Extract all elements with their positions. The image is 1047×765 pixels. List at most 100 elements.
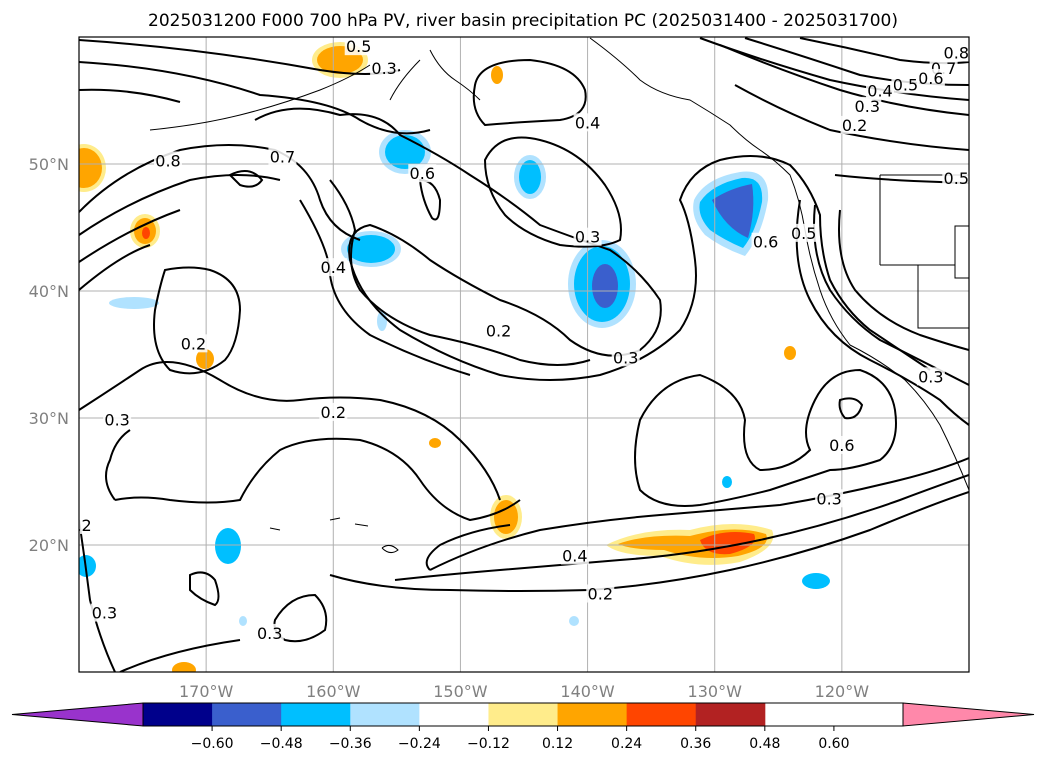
negative-blob-176w-39n: [109, 297, 159, 309]
y-tick-label: 20°N: [29, 536, 69, 555]
colorbar-tick-label: −0.36: [329, 736, 372, 752]
positive-blob-152w: [429, 438, 441, 448]
positive-blob-123w: [784, 346, 796, 360]
pv-contours: [79, 37, 969, 672]
contour-label: 0.5: [346, 37, 371, 56]
contour-label: 0.3: [104, 411, 129, 430]
positive-blob-170w-35n: [196, 349, 214, 369]
contour-label: 0.2: [842, 116, 867, 135]
colorbar-segment: [212, 703, 282, 726]
contour-label: 0.6: [829, 436, 854, 455]
colorbar-segment: [281, 703, 351, 726]
contour-label: 0.6: [410, 164, 435, 183]
contour-label-bg: [916, 367, 945, 386]
colorbar-tick-label: 0.24: [611, 736, 642, 752]
colorbar-segment: [350, 703, 420, 726]
contour-label-bg: [255, 623, 284, 642]
contour-label: 0.3: [92, 604, 117, 623]
negative-blob-167w-14n: [239, 616, 247, 626]
contour-label: 0.5: [944, 169, 969, 188]
contour-label-bg: [370, 58, 399, 77]
colorbar-tick-label: −0.60: [191, 736, 234, 752]
x-tick-label: 160°W: [306, 682, 361, 701]
chart-title: 2025031200 F000 700 hPa PV, river basin …: [148, 11, 898, 31]
contour-label-bg: [573, 227, 602, 246]
contour-label-bg: [840, 115, 869, 134]
contour-label-bg: [942, 169, 969, 188]
contour-label: 0.4: [575, 113, 600, 132]
contour-label-bg: [90, 603, 119, 622]
colorbar-frame: [142, 702, 904, 727]
x-tick-label: 170°W: [179, 682, 234, 701]
contour-label-bg: [827, 435, 856, 454]
contour-label-bg: [815, 489, 844, 508]
negative-blob-141w-49n: [514, 155, 546, 199]
colorbar-segment: [626, 703, 697, 726]
colorbar-tick-label: −0.12: [467, 736, 510, 752]
contour-label-bg: [611, 348, 640, 367]
contour-label: 0.5: [893, 75, 918, 94]
colorbar-segment: [143, 703, 213, 726]
colorbar-extend-low: [11, 702, 144, 727]
positive-blob-168w: [130, 214, 160, 248]
contour-label-bg: [154, 151, 182, 170]
contour-label: 0.3: [855, 97, 880, 116]
x-tick-labels: 170°W 160°W 150°W 140°W 130°W 120°W: [179, 682, 869, 701]
precip-shading: [79, 42, 830, 672]
contour-label-bg: [408, 164, 437, 183]
contour-label: 0.6: [918, 69, 943, 88]
colorbar-segment: [419, 703, 489, 726]
contour-labels: 0.50.30.80.70.60.50.40.30.20.40.8 0.70.6 0…: [66, 37, 969, 643]
colorbar-tick-label: 0.60: [818, 736, 849, 752]
x-tick-label: 140°W: [560, 682, 615, 701]
negative-blob-180w-18n: [79, 555, 96, 577]
contour-label-bg: [103, 410, 132, 429]
contour-label: 0.2: [181, 334, 206, 353]
colorbar-tick-label: 0.36: [680, 736, 711, 752]
contour-label-bg: [268, 147, 297, 166]
contour-label-bg: [866, 81, 894, 100]
contour-label: 0.2: [66, 516, 91, 535]
contour-label: 0.2: [321, 403, 346, 422]
contour-label-bg: [789, 223, 818, 242]
colorbar-segment: [488, 703, 559, 726]
contour-label-bg: [573, 113, 602, 132]
map-plot-area: 0.50.30.80.70.60.50.40.30.20.40.8 0.70.6 0…: [66, 37, 969, 672]
contour-label-bg: [751, 232, 780, 251]
contour-label: 0.2: [486, 322, 511, 341]
contour-label-bg: [319, 258, 348, 277]
colorbar-tick-label: 0.48: [749, 736, 780, 752]
contour-label-bg: [560, 546, 589, 565]
contour-label-bg: [179, 334, 208, 353]
contour-label-bg: [586, 584, 615, 603]
y-tick-label: 40°N: [29, 282, 69, 301]
contour-label: 0.8: [944, 44, 969, 63]
negative-blob-121w-17n: [802, 573, 830, 589]
contour-label-bg: [942, 43, 969, 62]
negative-blob-140w-40n: [568, 240, 636, 328]
contour-label-bg: [79, 515, 93, 534]
contour-label-bg: [484, 321, 513, 340]
negative-blob-141w-14n: [569, 616, 579, 626]
colorbar-tick-label: 0.12: [542, 736, 573, 752]
contour-label: 0.2: [588, 585, 613, 604]
positive-blob-173w-10n: [172, 662, 196, 672]
y-tick-label: 50°N: [29, 155, 69, 174]
contour-label-bg: [891, 75, 920, 94]
colorbar-extend-high: [902, 702, 1035, 727]
contour-label: 0.3: [613, 348, 638, 367]
contour-label: 0.7: [270, 148, 295, 167]
contour-label: 0.8: [155, 151, 180, 170]
colorbar-tick-label: −0.48: [260, 736, 303, 752]
positive-blob-band-20n: [606, 524, 774, 565]
colorbar-tick-label: −0.24: [398, 736, 441, 752]
negative-blob-129w-25n: [722, 476, 732, 488]
colorbar-segment: [695, 703, 766, 726]
negative-blob-155w-50n: [379, 130, 431, 174]
positive-blob-west-edge: [79, 144, 106, 192]
contour-label: 0.3: [257, 624, 282, 643]
positive-blob-146w: [491, 66, 503, 84]
colorbar-segment: [557, 703, 628, 726]
contour-label: 0.3: [816, 489, 841, 508]
contour-label: 0.4: [867, 82, 892, 101]
